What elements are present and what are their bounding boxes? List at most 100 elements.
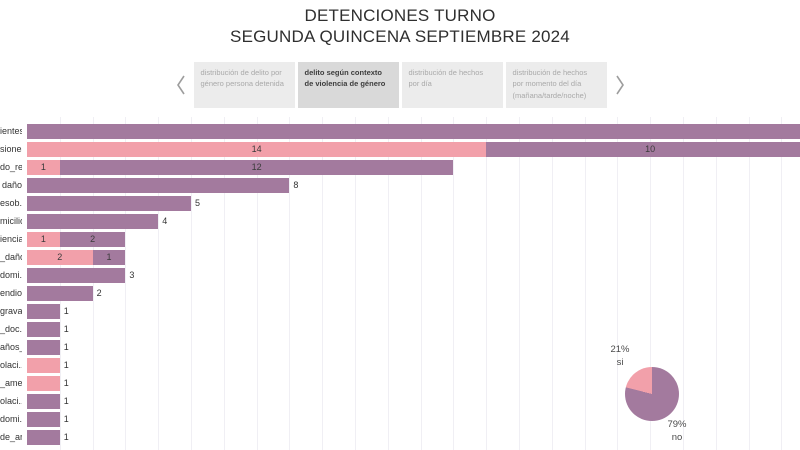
bar-row: ientes bbox=[0, 124, 800, 142]
bar-chart: ientessiones1410do_re..112daño8esob..5mi… bbox=[0, 124, 800, 448]
tab-distribucion-momento-dia[interactable]: distribución de hechos por momento del d… bbox=[505, 62, 607, 108]
bar-segment[interactable]: 2 bbox=[59, 232, 126, 247]
bar-value-label: 5 bbox=[195, 198, 201, 208]
bar-segment[interactable] bbox=[27, 376, 60, 391]
pie-chart[interactable] bbox=[625, 367, 679, 421]
bar-row: _daño 21 bbox=[0, 250, 800, 268]
pie-label-no: no bbox=[671, 432, 683, 443]
tab-delito-contexto-violencia[interactable]: delito según contexto de violencia de gé… bbox=[297, 62, 399, 108]
bar-segment[interactable] bbox=[27, 394, 60, 409]
bar-segment[interactable]: 10 bbox=[486, 142, 800, 157]
bar-segment[interactable]: 1 bbox=[92, 250, 126, 265]
bar-segment[interactable] bbox=[27, 304, 60, 319]
bar-row: _doc.. 1 bbox=[0, 322, 800, 340]
category-label: grava.. bbox=[0, 306, 22, 316]
category-label: olaci.. bbox=[0, 360, 22, 370]
bar-value-label: 1 bbox=[63, 396, 69, 406]
bar-segment[interactable] bbox=[27, 178, 290, 193]
category-label: siones bbox=[0, 144, 22, 154]
gridline bbox=[748, 117, 750, 450]
bar-row: olaci.. 1 bbox=[0, 358, 800, 376]
page-title: DETENCIONES TURNO SEGUNDA QUINCENA SEPTI… bbox=[0, 5, 800, 47]
gridline bbox=[453, 117, 455, 450]
gridline bbox=[355, 117, 356, 450]
chevron-left-icon[interactable] bbox=[174, 72, 188, 98]
gridline bbox=[191, 117, 192, 450]
bar-row: años_.. 1 bbox=[0, 340, 800, 358]
pie-label-si-pct: 21% bbox=[610, 344, 630, 355]
bar-value-label: 4 bbox=[162, 216, 168, 226]
chevron-right-icon[interactable] bbox=[613, 72, 627, 98]
bar-row: _ame.. 1 bbox=[0, 376, 800, 394]
bar-value-label: 3 bbox=[129, 270, 135, 280]
bar-segment[interactable] bbox=[27, 268, 126, 283]
bar-row: esob.. 5 bbox=[0, 196, 800, 214]
bar-segment[interactable] bbox=[27, 358, 60, 373]
pie-label-no-pct: 79% bbox=[667, 419, 687, 430]
tab-distribucion-hechos-dia[interactable]: distribución de hechos por día bbox=[401, 62, 503, 108]
gridline bbox=[519, 117, 520, 450]
category-label: _doc.. bbox=[0, 324, 22, 334]
gridline bbox=[486, 117, 488, 450]
category-label: esob.. bbox=[0, 198, 22, 208]
bar-segment[interactable]: 14 bbox=[27, 142, 487, 157]
gridline bbox=[584, 117, 586, 450]
gridline bbox=[617, 117, 619, 450]
category-label: _ame.. bbox=[0, 378, 22, 388]
title-line-1: DETENCIONES TURNO bbox=[304, 6, 496, 25]
gridline bbox=[92, 117, 94, 450]
bar-segment[interactable]: 1 bbox=[27, 232, 60, 247]
bar-segment[interactable]: 12 bbox=[59, 160, 454, 175]
bar-segment[interactable] bbox=[27, 430, 60, 445]
gridline bbox=[387, 117, 389, 450]
bar-segment[interactable] bbox=[27, 286, 93, 301]
bar-value-label: 1 bbox=[63, 414, 69, 424]
gridline bbox=[420, 117, 422, 450]
bar-row: endio 2 bbox=[0, 286, 800, 304]
gridline bbox=[650, 117, 652, 450]
bar-row: domi.. 3 bbox=[0, 268, 800, 286]
bar-value-label: 1 bbox=[63, 324, 69, 334]
gridline bbox=[683, 117, 684, 450]
category-label: domi.. bbox=[0, 270, 22, 280]
gridline bbox=[256, 117, 258, 450]
category-label: do_re.. bbox=[0, 162, 22, 172]
gridlines bbox=[0, 117, 800, 450]
bar-value-label: 2 bbox=[96, 288, 102, 298]
bar-value-label: 1 bbox=[63, 306, 69, 316]
bar-segment[interactable] bbox=[27, 412, 60, 427]
bar-segment[interactable] bbox=[27, 124, 800, 139]
bar-value-label: 1 bbox=[63, 432, 69, 442]
bar-row: micilio 4 bbox=[0, 214, 800, 232]
category-label: olaci.. bbox=[0, 396, 22, 406]
category-label: años_.. bbox=[0, 342, 22, 352]
category-label: endio bbox=[0, 288, 22, 298]
category-label: daño bbox=[1, 180, 22, 190]
bar-segment[interactable]: 2 bbox=[27, 250, 93, 265]
bar-row: daño 8 bbox=[0, 178, 800, 196]
tab-distribucion-delito-genero[interactable]: distribución de delito por género person… bbox=[193, 62, 295, 108]
tab-list: distribución de delito por género person… bbox=[193, 62, 607, 108]
bar-row: do_re.. 112 bbox=[0, 160, 800, 178]
gridline bbox=[715, 117, 717, 450]
gridline bbox=[551, 117, 553, 450]
bar-row: de_ar.. 1 bbox=[0, 430, 800, 448]
gridline bbox=[125, 117, 127, 450]
pie-label-si: si bbox=[616, 357, 624, 368]
bar-segment[interactable] bbox=[27, 340, 60, 355]
bar-segment[interactable]: 1 bbox=[27, 160, 60, 175]
bar-segment[interactable] bbox=[27, 196, 191, 211]
bar-segment[interactable] bbox=[27, 214, 159, 229]
bar-segment[interactable] bbox=[27, 322, 60, 337]
bar-row: domi.. 1 bbox=[0, 412, 800, 430]
gridline bbox=[59, 117, 61, 450]
title-line-2: SEGUNDA QUINCENA SEPTIEMBRE 2024 bbox=[230, 27, 570, 46]
gridline bbox=[289, 117, 291, 450]
category-label: de_ar.. bbox=[0, 432, 22, 442]
bar-value-label: 1 bbox=[63, 342, 69, 352]
tab-bar: distribución de delito por género person… bbox=[0, 62, 800, 108]
bar-value-label: 1 bbox=[63, 360, 69, 370]
bar-row: grava.. 1 bbox=[0, 304, 800, 322]
gridline bbox=[158, 117, 160, 450]
